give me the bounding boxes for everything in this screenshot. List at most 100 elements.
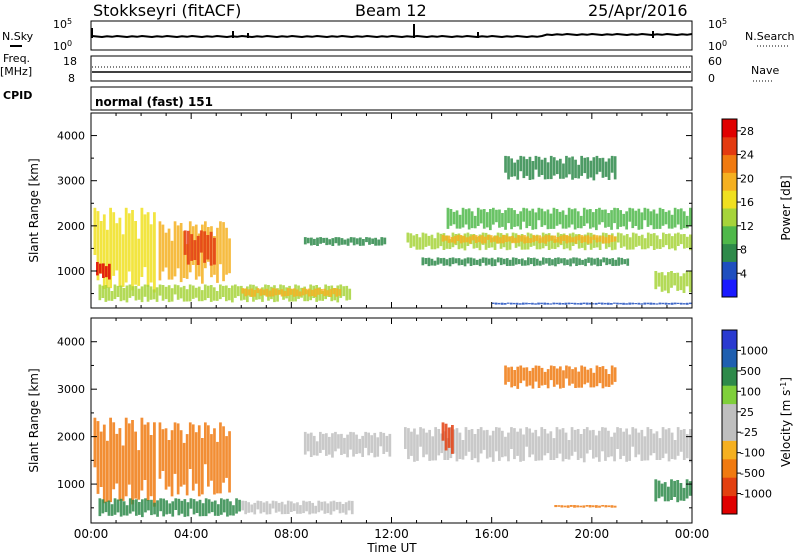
data-cell <box>689 234 692 251</box>
data-cell <box>689 302 692 305</box>
data-cell <box>680 234 683 245</box>
data-region <box>654 271 692 294</box>
data-cell <box>508 236 512 250</box>
data-cell <box>225 227 228 275</box>
data-cell <box>531 208 535 230</box>
data-cell <box>308 288 311 297</box>
data-cell <box>623 259 627 265</box>
data-cell <box>463 258 467 267</box>
data-cell <box>121 234 125 287</box>
data-cell <box>479 427 483 454</box>
colorbar-tick-label: 24 <box>740 149 754 162</box>
data-cell <box>610 155 614 173</box>
data-cell <box>468 236 472 244</box>
colorbar-cell <box>722 154 737 173</box>
data-cell <box>343 239 347 245</box>
data-cell <box>583 236 587 243</box>
colorbar-cell <box>722 279 737 298</box>
data-cell <box>595 365 599 387</box>
data-cell <box>579 215 583 229</box>
data-cell <box>507 156 510 180</box>
data-cell <box>519 155 523 172</box>
data-cell <box>610 303 613 305</box>
data-cell <box>568 366 571 386</box>
data-cell <box>667 486 670 502</box>
data-cell <box>244 500 247 515</box>
data-cell <box>557 505 561 507</box>
data-cell <box>658 302 662 305</box>
y-tick-label: 4000 <box>57 130 85 143</box>
data-cell <box>688 481 692 496</box>
data-cell <box>143 424 147 480</box>
data-cell <box>464 427 468 456</box>
data-cell <box>619 428 622 460</box>
data-cell <box>189 498 193 509</box>
data-cell <box>188 422 192 469</box>
data-cell <box>631 302 634 305</box>
data-cell <box>325 237 329 246</box>
data-cell <box>349 431 352 450</box>
data-cell <box>179 430 183 487</box>
data-cell <box>589 368 593 388</box>
data-cell <box>439 233 443 247</box>
data-region <box>303 431 392 458</box>
data-cell <box>514 257 518 265</box>
data-cell <box>215 291 219 301</box>
data-cell <box>598 158 602 172</box>
data-cell <box>105 266 108 278</box>
data-cell <box>424 258 428 265</box>
data-cell <box>601 427 604 452</box>
data-cell <box>222 222 225 282</box>
data-cell <box>167 285 171 303</box>
data-cell <box>516 213 519 227</box>
data-cell <box>279 284 282 295</box>
data-cell <box>141 499 144 518</box>
data-cell <box>592 157 596 181</box>
data-cell <box>616 302 619 305</box>
data-cell <box>159 498 162 512</box>
data-cell <box>280 501 284 515</box>
data-cell <box>149 224 153 283</box>
data-cell <box>340 238 344 245</box>
data-cell <box>158 422 162 479</box>
data-cell <box>549 303 552 305</box>
data-cell <box>140 286 144 303</box>
colorbar-tick-label: 25 <box>740 406 754 419</box>
data-cell <box>520 234 524 250</box>
data-cell <box>216 227 219 283</box>
data-cell <box>421 232 425 250</box>
data-cell <box>492 207 495 225</box>
data-cell <box>543 302 546 305</box>
data-cell <box>422 428 425 458</box>
data-cell <box>197 286 201 302</box>
data-cell <box>487 258 491 265</box>
data-cell <box>483 236 487 244</box>
data-cell <box>613 367 617 382</box>
data-cell <box>370 435 373 453</box>
colorbar-cell <box>722 136 737 156</box>
data-cell <box>565 235 569 244</box>
data-cell <box>640 212 644 230</box>
data-cell <box>226 498 229 517</box>
data-cell <box>258 289 261 300</box>
colorbar-tick-label: 4 <box>740 267 747 280</box>
data-cell <box>581 259 584 265</box>
data-cell <box>342 286 346 297</box>
data-cell <box>193 240 197 260</box>
data-cell <box>574 236 578 244</box>
data-cell <box>430 258 434 266</box>
data-cell <box>170 288 174 302</box>
data-cell <box>674 233 677 251</box>
data-cell <box>209 231 213 266</box>
data-cell <box>576 303 580 305</box>
data-cell <box>532 234 535 243</box>
colorbar-cell <box>722 458 737 478</box>
data-cell <box>643 436 647 461</box>
data-cell <box>579 505 583 508</box>
data-cell <box>290 501 293 512</box>
data-cell <box>377 239 381 246</box>
data-cell <box>358 237 362 246</box>
data-cell <box>462 235 466 243</box>
data-cell <box>326 290 329 296</box>
data-cell <box>682 273 686 293</box>
